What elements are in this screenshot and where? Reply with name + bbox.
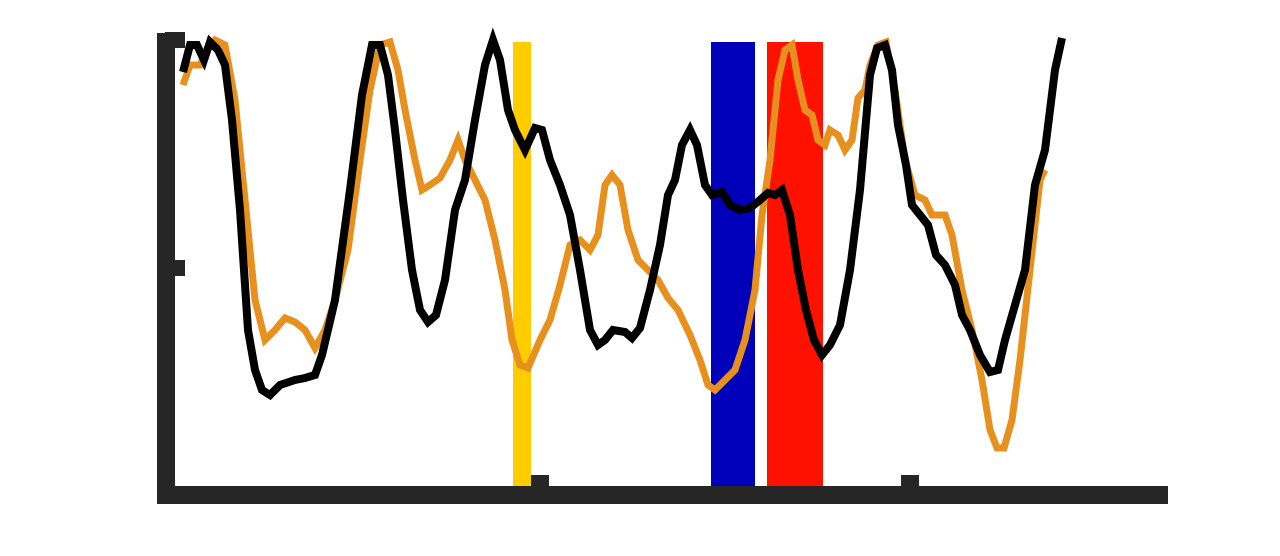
data-line [179, 35, 1049, 452]
data-line [179, 27, 1066, 401]
highlight-band [513, 42, 531, 495]
x-axis [157, 486, 1168, 504]
highlight-band [711, 42, 755, 495]
